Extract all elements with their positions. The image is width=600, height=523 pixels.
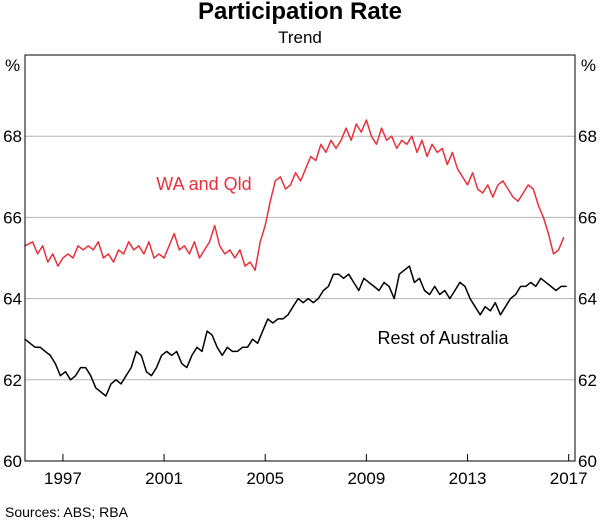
plot-frame	[24, 54, 576, 462]
chart-title: Participation Rate	[198, 0, 402, 25]
x-tick-label-2005: 2005	[246, 469, 284, 488]
y-tick-left-68: 68	[3, 127, 22, 146]
right-unit-label: %	[581, 56, 596, 75]
series-label-wa-qld: WA and Qld	[156, 174, 251, 194]
series-line-wa-and-qld	[24, 119, 565, 271]
x-tick-label-2009: 2009	[347, 469, 385, 488]
series-label-rest-of-australia: Rest of Australia	[377, 328, 509, 348]
y-tick-left-60: 60	[3, 452, 22, 471]
series-lines	[24, 119, 567, 397]
y-tick-right-62: 62	[578, 371, 597, 390]
y-tick-right-64: 64	[578, 290, 597, 309]
y-tick-left-62: 62	[3, 371, 22, 390]
y-tick-left-64: 64	[3, 290, 22, 309]
x-tick-label-2013: 2013	[449, 469, 487, 488]
left-unit-label: %	[5, 56, 20, 75]
y-tick-right-66: 66	[578, 208, 597, 227]
x-tick-label-2001: 2001	[145, 469, 183, 488]
y-tick-right-68: 68	[578, 127, 597, 146]
y-tick-right-60: 60	[578, 452, 597, 471]
gridlines	[25, 135, 575, 381]
x-axis-labels: 1997 2001 2005 2009 2013 2017	[44, 469, 588, 488]
x-axis-ticks	[62, 454, 570, 461]
chart-subtitle: Trend	[278, 28, 322, 47]
source-note: Sources: ABS; RBA	[5, 504, 129, 520]
x-tick-label-2017: 2017	[550, 469, 588, 488]
x-tick-label-1997: 1997	[44, 469, 82, 488]
series-line-rest-of-australia	[24, 265, 567, 397]
y-tick-left-66: 66	[3, 208, 22, 227]
y-axis-labels: 60 60 62 62 64 64 66 66 68 68	[3, 127, 597, 471]
